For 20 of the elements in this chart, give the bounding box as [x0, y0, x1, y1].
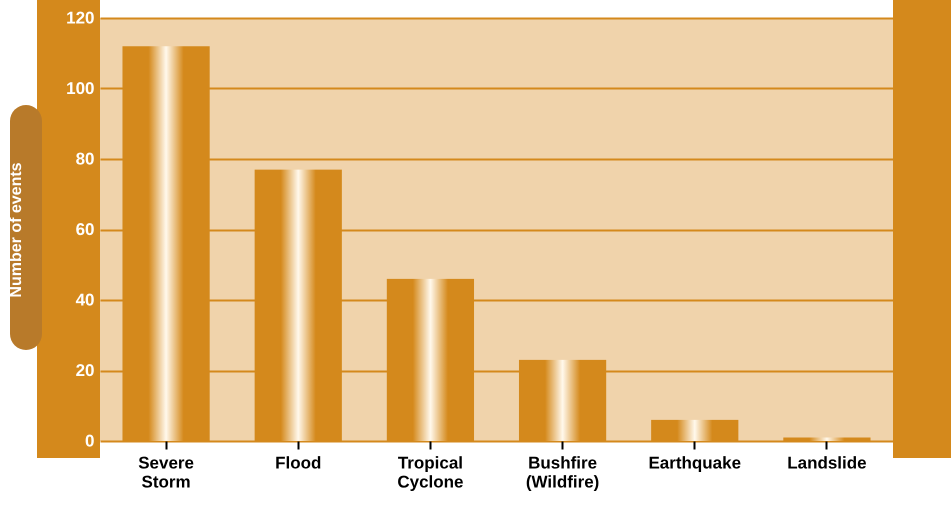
bar — [518, 360, 606, 441]
y-tick-label: 100 — [66, 79, 94, 98]
x-tick-label: Severe Storm — [138, 454, 194, 492]
bar — [783, 437, 871, 441]
y-tick-label: 0 — [85, 432, 94, 450]
x-tick-label: Bushfire (Wildfire) — [526, 454, 600, 492]
x-tick-label: Earthquake — [648, 454, 742, 472]
y-tick-label: 120 — [66, 8, 94, 28]
bar — [651, 420, 738, 441]
bar — [386, 278, 474, 441]
y-tick-label: 40 — [76, 290, 94, 310]
y-axis-title: Number of events — [8, 162, 26, 298]
y-tick-label: 60 — [76, 220, 94, 239]
y-tick-label: 80 — [76, 150, 94, 168]
bar — [122, 46, 210, 441]
x-tick-label: Tropical Cyclone — [397, 454, 464, 492]
bar — [254, 170, 342, 441]
x-tick-label: Flood — [275, 454, 322, 472]
y-tick-label: 20 — [76, 361, 94, 380]
x-tick-label: Landslide — [787, 454, 867, 472]
